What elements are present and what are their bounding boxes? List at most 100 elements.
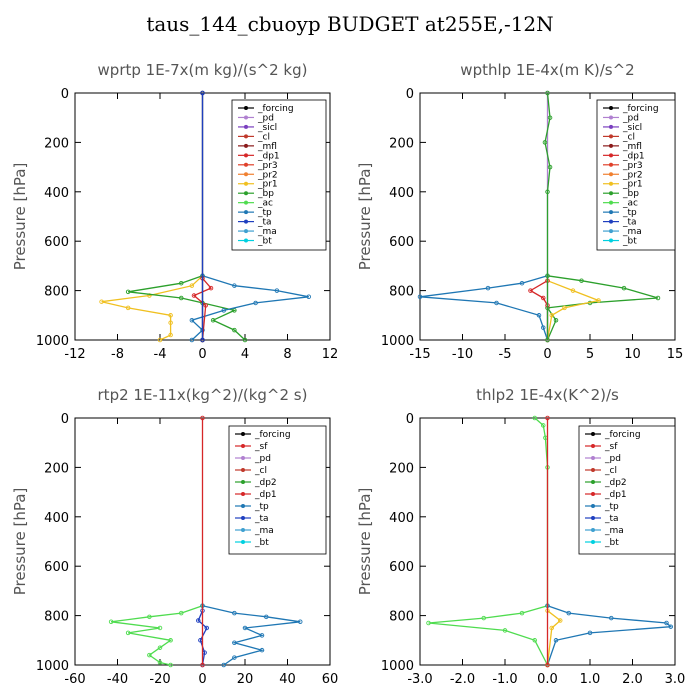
legend-marker <box>591 468 595 472</box>
legend-marker <box>591 492 595 496</box>
series-marker-tp <box>221 308 226 313</box>
legend-marker <box>244 134 248 139</box>
legend-label: _bt <box>622 237 637 247</box>
series-marker-dp1 <box>481 615 487 621</box>
legend-label: _bt <box>254 538 269 548</box>
legend-marker <box>244 162 248 167</box>
legend-label: _pd <box>622 113 639 123</box>
legend-marker <box>244 200 248 205</box>
series-marker-dp1 <box>541 423 546 428</box>
legend-label: _bt <box>604 538 619 548</box>
legend-label: _pr3 <box>257 161 278 171</box>
series-marker-tp <box>566 610 572 616</box>
series-marker-dp1 <box>208 285 214 291</box>
legend-label: _sicl <box>622 123 642 133</box>
series-marker-tp <box>668 624 674 629</box>
legend-label: _ma <box>254 526 274 536</box>
series-marker-tp <box>242 625 248 631</box>
series-marker-dp1 <box>147 652 152 658</box>
legend-marker <box>609 106 613 110</box>
series-marker-pr1 <box>549 313 555 318</box>
x-tick-label: 3.0 <box>665 672 686 687</box>
panel-title: rtp2 1E-11x(kg^2)/(kg^2 s) <box>98 386 308 404</box>
x-tick-label: 60 <box>322 672 339 687</box>
legend-label: _tp <box>254 502 269 512</box>
legend-marker <box>244 124 248 129</box>
x-tick-label: 12 <box>322 347 339 362</box>
series-marker-tp <box>485 285 491 291</box>
series-marker-tp <box>259 647 265 653</box>
series-marker-tp <box>587 630 593 636</box>
y-tick-label: 200 <box>389 461 414 476</box>
x-tick-label: -3.0 <box>407 672 432 687</box>
series-line-tp <box>546 605 673 666</box>
panel-title: thlp2 1E-4x(K^2)/s <box>476 386 619 404</box>
series-marker-ta <box>200 337 205 343</box>
series-marker-bp <box>545 189 550 195</box>
series-marker-dp1 <box>532 415 538 421</box>
legend-label: _dp1 <box>254 490 277 500</box>
series-marker-dp1 <box>157 660 163 665</box>
series-marker-ac <box>579 278 584 283</box>
y-tick-label: 800 <box>44 610 69 625</box>
legend-label: _bt <box>257 237 272 247</box>
series-marker-tp <box>609 615 614 621</box>
panel-2: wpthlp 1E-4x(m K)/s^2 Pressure [hPa] 0 200 4… <box>356 61 683 362</box>
legend-label: _sf <box>604 442 618 452</box>
series-marker-pr1 <box>168 332 173 338</box>
series-marker-dp1 <box>147 614 152 620</box>
series-marker-tp <box>664 620 669 626</box>
legend-marker <box>241 492 245 496</box>
legend: _forcing_pd_sicl_cl_mfl_dp1_pr3_pr2_pr1_… <box>231 99 327 251</box>
series-marker-dp1 <box>157 645 163 650</box>
legend-marker <box>591 516 595 520</box>
y-tick-label: 1000 <box>36 334 69 349</box>
x-tick-label: 5 <box>586 347 594 362</box>
series-marker-tp <box>519 280 525 286</box>
legend-label: _ac <box>257 199 273 209</box>
legend-marker <box>241 528 245 532</box>
series-marker-forcing <box>200 415 205 421</box>
legend-marker <box>241 480 245 484</box>
legend-marker <box>609 134 613 139</box>
legend: _forcing _sf _pd _cl _dp2 _dp1 _tp _ta _ma _bt <box>578 425 676 555</box>
series-marker-tp <box>298 619 303 625</box>
series-marker-tp <box>232 610 237 616</box>
y-tick-label: 400 <box>44 186 69 201</box>
legend-marker <box>591 444 595 448</box>
legend-label: _forcing <box>622 104 659 114</box>
legend-label: _pr3 <box>622 161 643 171</box>
legend-label: _dp1 <box>622 151 645 161</box>
y-tick-label: 400 <box>44 511 69 526</box>
y-tick-label: 200 <box>389 136 414 151</box>
series-marker-dp1 <box>157 625 163 631</box>
series-line-pr1 <box>546 280 601 341</box>
x-tick-label: 20 <box>237 672 254 687</box>
series-marker-dp1 <box>203 303 208 308</box>
x-tick-label: -2.0 <box>450 672 475 687</box>
legend-marker <box>241 444 245 448</box>
legend-marker <box>244 238 248 243</box>
legend-marker <box>591 504 595 508</box>
y-tick-label: 600 <box>44 560 69 575</box>
series-marker-pr1 <box>558 618 563 623</box>
series-marker-ac <box>178 295 184 301</box>
series-marker-dp1 <box>168 662 173 668</box>
x-tick-label: 10 <box>624 347 641 362</box>
series-marker-ac <box>655 295 661 301</box>
legend-label: _tp <box>604 502 619 512</box>
legend-label: _cl <box>622 132 635 142</box>
series-marker-tp <box>541 325 546 330</box>
legend-label: _dp1 <box>604 490 627 500</box>
x-tick-label: 8 <box>283 347 291 362</box>
legend-marker <box>609 229 613 234</box>
legend: _forcing _sf _pd _cl _dp2 _dp1 _tp _ta _ma _bt <box>228 425 327 555</box>
legend-label: _ta <box>604 514 619 524</box>
legend-marker <box>609 143 613 148</box>
series-marker-forcing <box>200 662 205 668</box>
legend-label: _pd <box>254 454 271 464</box>
legend-label: _dp1 <box>257 151 280 161</box>
legend-label: _cl <box>257 132 270 142</box>
legend-label: _dp2 <box>604 478 627 488</box>
